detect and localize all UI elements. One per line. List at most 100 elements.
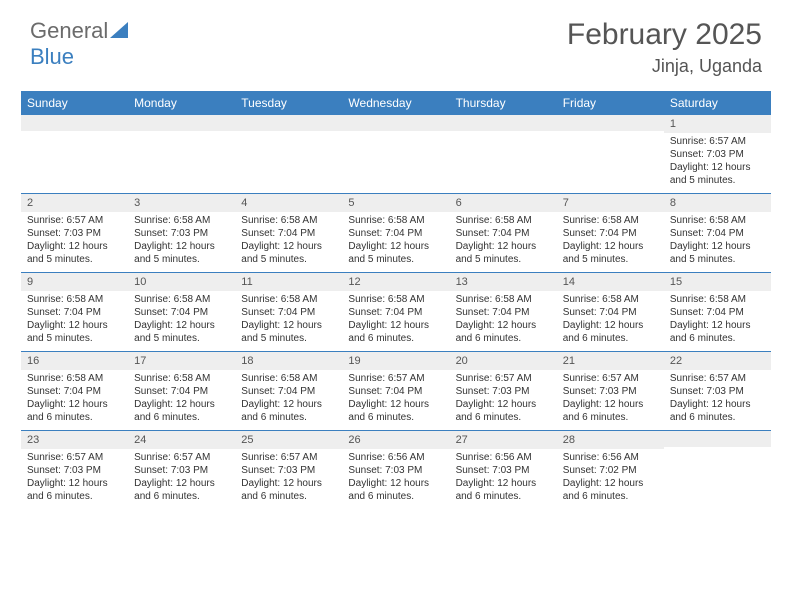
calendar: SundayMondayTuesdayWednesdayThursdayFrid… [21,91,771,509]
day-cell: 28Sunrise: 6:56 AMSunset: 7:02 PMDayligh… [557,431,664,509]
day-cell: 3Sunrise: 6:58 AMSunset: 7:03 PMDaylight… [128,194,235,272]
day-detail-line: Daylight: 12 hours and 6 minutes. [563,319,658,345]
day-number: 27 [450,431,557,449]
day-detail-line: Daylight: 12 hours and 6 minutes. [563,477,658,503]
day-details: Sunrise: 6:58 AMSunset: 7:04 PMDaylight:… [21,370,128,428]
day-detail-line: Sunset: 7:04 PM [134,306,229,319]
day-number [128,115,235,131]
day-detail-line: Sunset: 7:03 PM [456,464,551,477]
day-detail-line: Sunset: 7:04 PM [27,385,122,398]
day-detail-line: Sunrise: 6:56 AM [348,451,443,464]
day-details: Sunrise: 6:58 AMSunset: 7:04 PMDaylight:… [664,291,771,349]
day-number: 25 [235,431,342,449]
day-detail-line: Sunrise: 6:58 AM [134,372,229,385]
day-cell: 22Sunrise: 6:57 AMSunset: 7:03 PMDayligh… [664,352,771,430]
day-details: Sunrise: 6:57 AMSunset: 7:03 PMDaylight:… [21,449,128,507]
week-row: 23Sunrise: 6:57 AMSunset: 7:03 PMDayligh… [21,431,771,509]
title-block: February 2025 Jinja, Uganda [567,18,762,77]
day-number: 19 [342,352,449,370]
day-cell: 25Sunrise: 6:57 AMSunset: 7:03 PMDayligh… [235,431,342,509]
day-detail-line: Sunrise: 6:57 AM [241,451,336,464]
day-details: Sunrise: 6:56 AMSunset: 7:02 PMDaylight:… [557,449,664,507]
day-number [235,115,342,131]
day-details: Sunrise: 6:58 AMSunset: 7:04 PMDaylight:… [450,212,557,270]
day-number: 12 [342,273,449,291]
day-number: 6 [450,194,557,212]
day-number: 28 [557,431,664,449]
day-detail-line: Daylight: 12 hours and 5 minutes. [134,319,229,345]
header: General February 2025 Jinja, Uganda [0,0,792,85]
day-number: 14 [557,273,664,291]
brand-part1: General [30,18,108,44]
day-detail-line: Daylight: 12 hours and 6 minutes. [27,477,122,503]
brand-part2: Blue [30,44,74,70]
day-cell [21,115,128,193]
day-number: 20 [450,352,557,370]
day-detail-line: Daylight: 12 hours and 5 minutes. [348,240,443,266]
day-details: Sunrise: 6:57 AMSunset: 7:03 PMDaylight:… [557,370,664,428]
day-detail-line: Daylight: 12 hours and 5 minutes. [563,240,658,266]
day-detail-line: Sunrise: 6:58 AM [134,293,229,306]
day-number: 15 [664,273,771,291]
dayname: Wednesday [342,91,449,115]
day-details: Sunrise: 6:58 AMSunset: 7:04 PMDaylight:… [21,291,128,349]
day-detail-line: Daylight: 12 hours and 6 minutes. [134,477,229,503]
day-details: Sunrise: 6:56 AMSunset: 7:03 PMDaylight:… [342,449,449,507]
day-detail-line: Sunset: 7:03 PM [563,385,658,398]
day-cell: 4Sunrise: 6:58 AMSunset: 7:04 PMDaylight… [235,194,342,272]
day-cell: 20Sunrise: 6:57 AMSunset: 7:03 PMDayligh… [450,352,557,430]
day-number: 5 [342,194,449,212]
dayname: Tuesday [235,91,342,115]
day-detail-line: Daylight: 12 hours and 6 minutes. [670,319,765,345]
day-details: Sunrise: 6:57 AMSunset: 7:03 PMDaylight:… [664,370,771,428]
day-number: 10 [128,273,235,291]
day-detail-line: Sunrise: 6:58 AM [456,214,551,227]
day-details: Sunrise: 6:58 AMSunset: 7:03 PMDaylight:… [128,212,235,270]
day-number: 1 [664,115,771,133]
day-detail-line: Sunset: 7:02 PM [563,464,658,477]
week-row: 16Sunrise: 6:58 AMSunset: 7:04 PMDayligh… [21,352,771,431]
dayname: Thursday [450,91,557,115]
day-detail-line: Sunrise: 6:58 AM [134,214,229,227]
day-number: 18 [235,352,342,370]
day-detail-line: Sunrise: 6:57 AM [348,372,443,385]
month-title: February 2025 [567,18,762,52]
day-cell: 17Sunrise: 6:58 AMSunset: 7:04 PMDayligh… [128,352,235,430]
day-detail-line: Daylight: 12 hours and 5 minutes. [670,240,765,266]
brand-sail-icon [110,18,128,44]
day-detail-line: Sunset: 7:04 PM [348,385,443,398]
day-detail-line: Sunset: 7:03 PM [241,464,336,477]
day-detail-line: Sunrise: 6:57 AM [134,451,229,464]
day-detail-line: Daylight: 12 hours and 6 minutes. [134,398,229,424]
day-cell [342,115,449,193]
day-detail-line: Sunrise: 6:57 AM [670,372,765,385]
day-cell: 16Sunrise: 6:58 AMSunset: 7:04 PMDayligh… [21,352,128,430]
day-details: Sunrise: 6:58 AMSunset: 7:04 PMDaylight:… [557,291,664,349]
day-details: Sunrise: 6:57 AMSunset: 7:03 PMDaylight:… [450,370,557,428]
day-detail-line: Sunrise: 6:58 AM [241,293,336,306]
day-cell: 11Sunrise: 6:58 AMSunset: 7:04 PMDayligh… [235,273,342,351]
day-detail-line: Sunrise: 6:58 AM [456,293,551,306]
week-row: 2Sunrise: 6:57 AMSunset: 7:03 PMDaylight… [21,194,771,273]
day-details: Sunrise: 6:56 AMSunset: 7:03 PMDaylight:… [450,449,557,507]
day-cell: 18Sunrise: 6:58 AMSunset: 7:04 PMDayligh… [235,352,342,430]
day-number: 13 [450,273,557,291]
day-cell: 1Sunrise: 6:57 AMSunset: 7:03 PMDaylight… [664,115,771,193]
day-cell: 23Sunrise: 6:57 AMSunset: 7:03 PMDayligh… [21,431,128,509]
day-details: Sunrise: 6:58 AMSunset: 7:04 PMDaylight:… [342,212,449,270]
day-cell [128,115,235,193]
day-detail-line: Sunrise: 6:58 AM [563,214,658,227]
day-cell: 19Sunrise: 6:57 AMSunset: 7:04 PMDayligh… [342,352,449,430]
day-detail-line: Sunrise: 6:57 AM [27,451,122,464]
dayname: Monday [128,91,235,115]
day-detail-line: Sunset: 7:03 PM [134,227,229,240]
day-detail-line: Sunset: 7:03 PM [134,464,229,477]
day-details: Sunrise: 6:58 AMSunset: 7:04 PMDaylight:… [342,291,449,349]
day-detail-line: Sunrise: 6:58 AM [563,293,658,306]
day-cell [450,115,557,193]
day-detail-line: Sunset: 7:04 PM [563,227,658,240]
day-number: 7 [557,194,664,212]
day-details: Sunrise: 6:58 AMSunset: 7:04 PMDaylight:… [235,370,342,428]
day-number [21,115,128,131]
day-cell: 15Sunrise: 6:58 AMSunset: 7:04 PMDayligh… [664,273,771,351]
